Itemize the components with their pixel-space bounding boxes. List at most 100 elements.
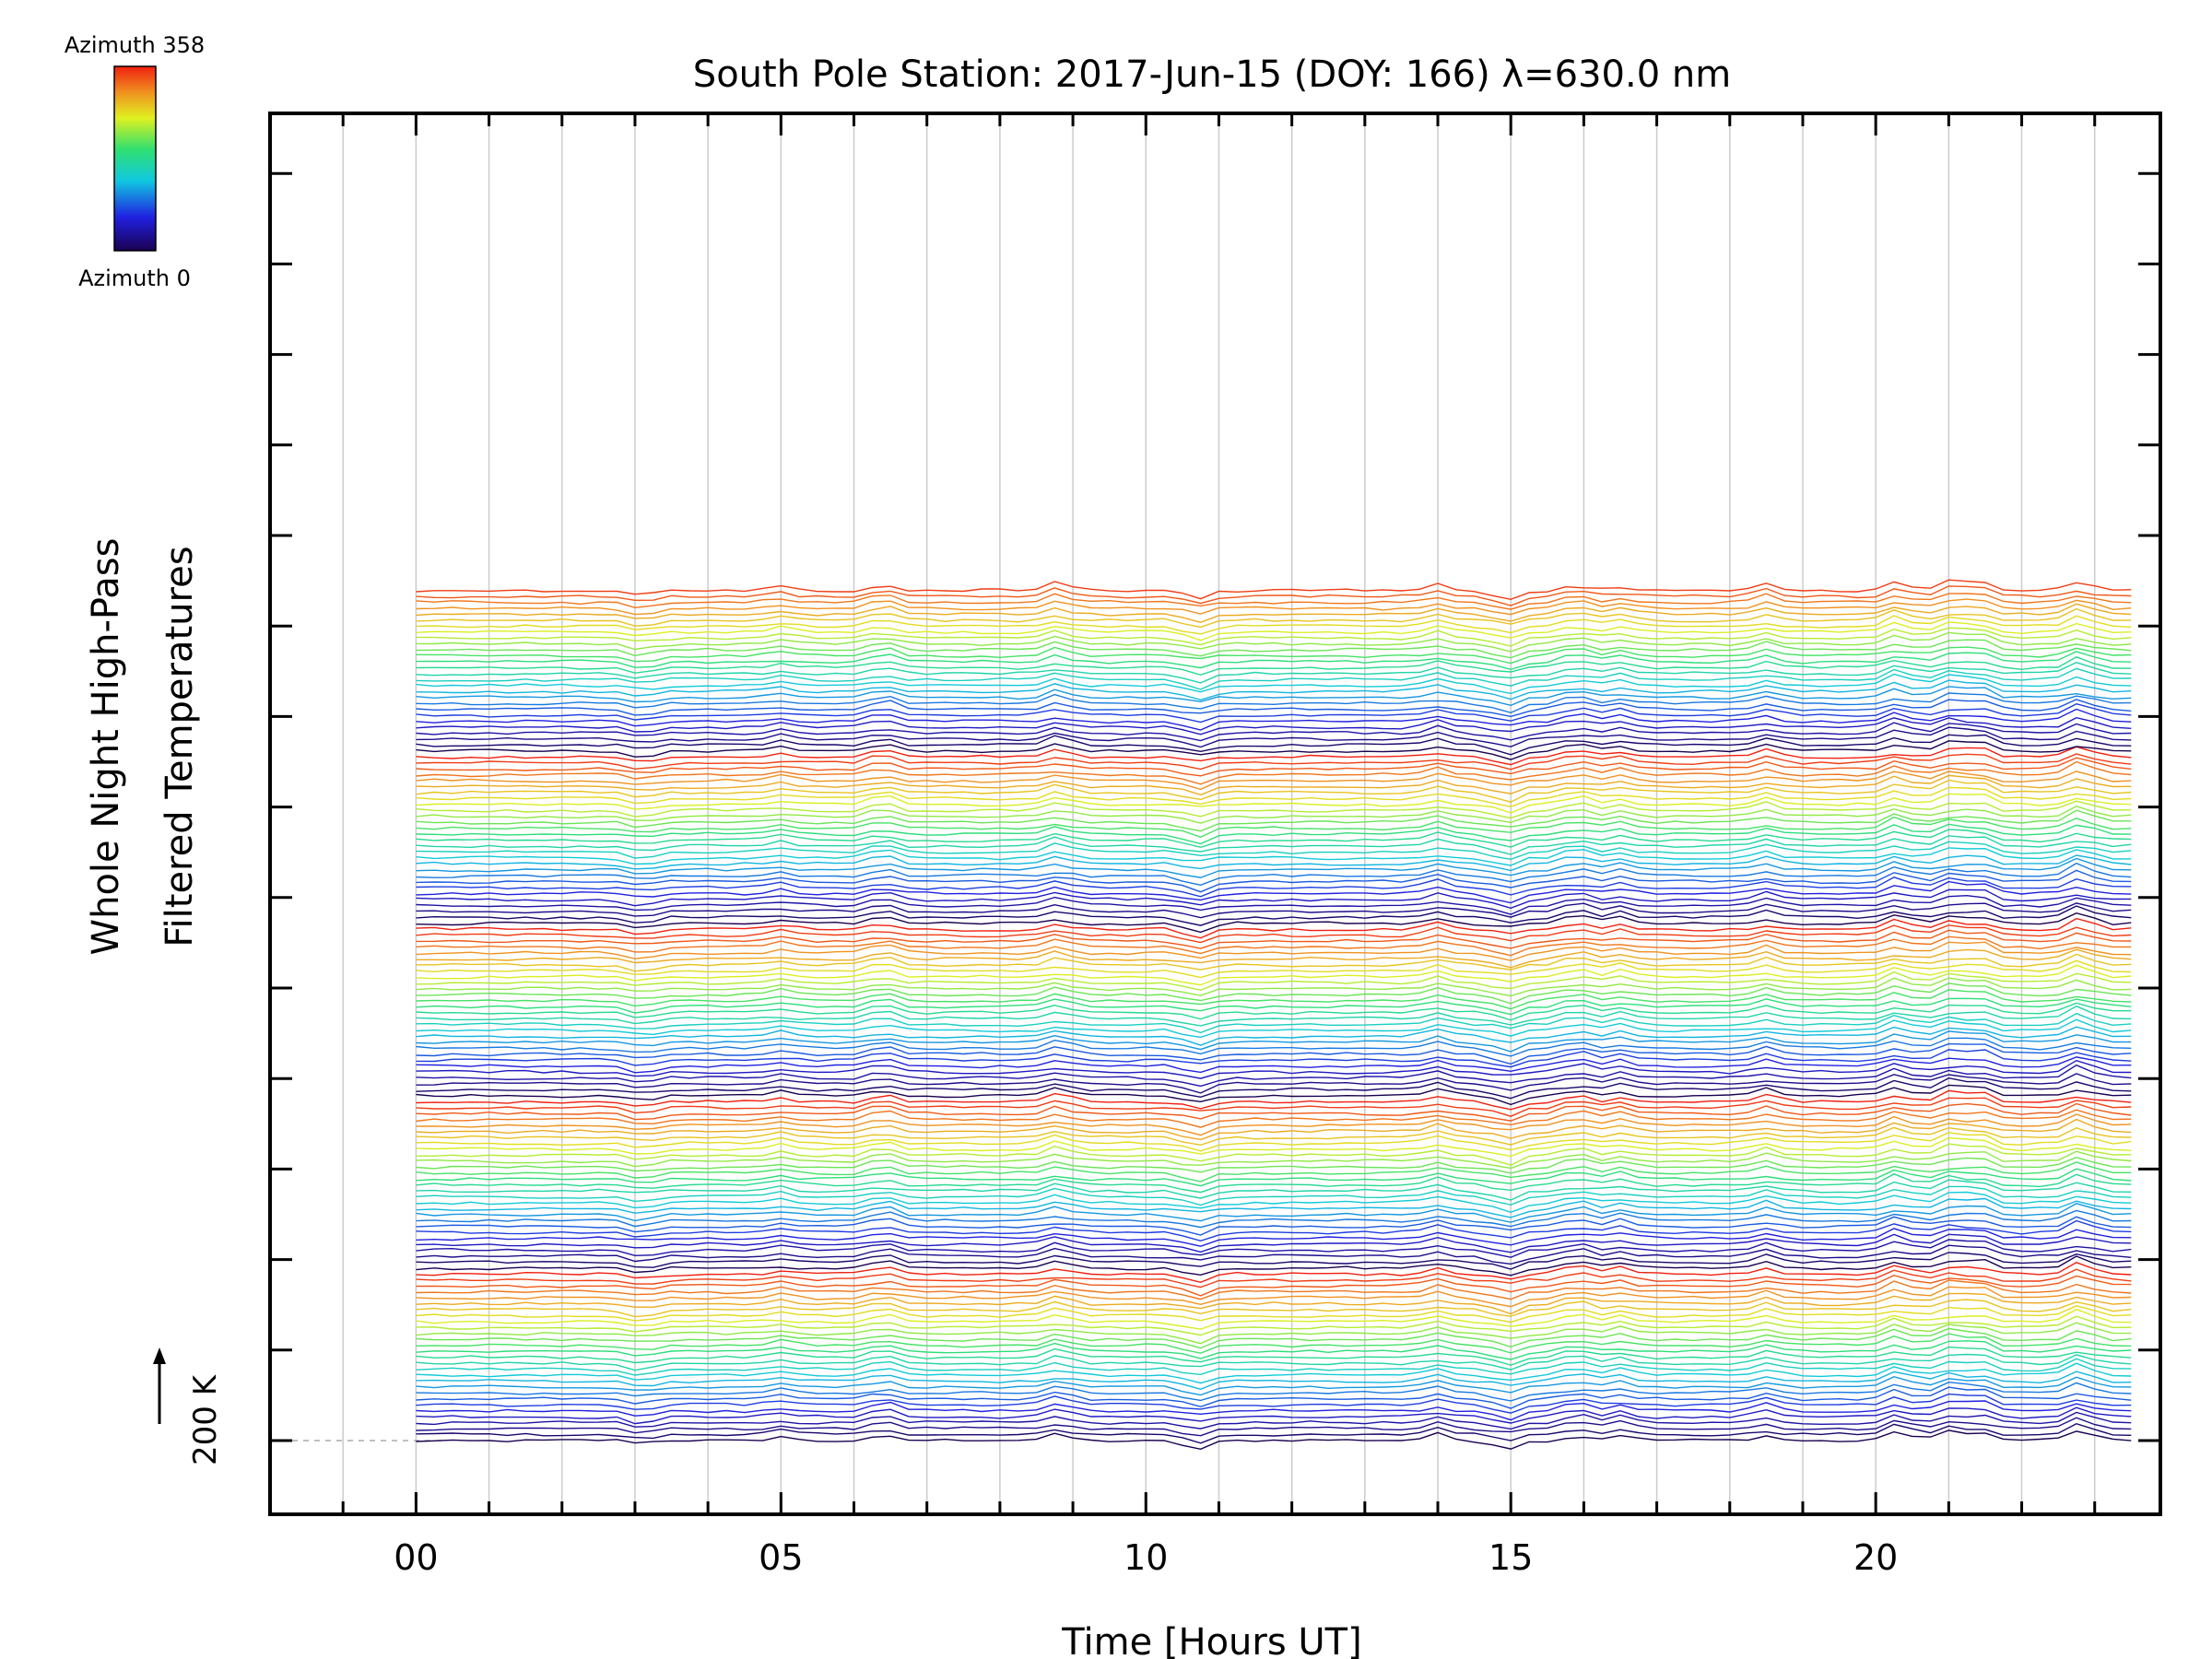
temperature-trace [416,1274,2132,1297]
temperature-trace [416,1346,2132,1366]
temperature-trace [416,627,2132,647]
temperature-trace [416,1216,2132,1236]
x-tick-label: 10 [1124,1537,1168,1578]
temperature-trace [416,716,2132,735]
temperature-trace [416,941,2132,961]
temperature-trace [416,809,2132,832]
temperature-trace [416,1203,2132,1223]
temperature-trace [416,935,2132,957]
temperature-trace [416,829,2132,849]
temperature-trace [416,948,2132,969]
temperature-trace [416,615,2132,635]
temperature-trace [416,726,2132,748]
temperature-trace [416,1333,2132,1354]
temperature-trace [416,929,2132,949]
temperature-trace [416,699,2132,718]
temperature-trace [416,1049,2132,1068]
temperature-trace [416,598,2132,616]
temperature-trace [416,912,2132,934]
temperature-trace [416,924,2132,944]
scale-bar: 200 K [153,1347,224,1465]
temperature-trace [416,869,2132,893]
temperature-trace [416,1406,2132,1425]
temperature-trace [416,1358,2132,1376]
temperature-trace [416,753,2132,771]
temperature-trace [416,857,2132,878]
x-tick-label: 15 [1488,1537,1533,1578]
temperature-trace [416,917,2132,939]
temperature-trace [416,977,2132,997]
temperature-trace [416,959,2132,979]
temperature-trace [416,656,2132,677]
plot-frame [268,112,2162,1516]
temperature-trace [416,639,2132,659]
temperature-trace [416,1386,2132,1409]
temperature-trace [416,823,2132,845]
temperature-trace [416,888,2132,910]
temperature-trace [416,1327,2132,1349]
temperature-trace [416,1026,2132,1046]
temperature-trace [416,679,2132,701]
temperature-trace [416,593,2132,610]
temperature-trace [416,1286,2132,1308]
temperature-trace [416,662,2132,684]
temperature-trace [416,1084,2132,1106]
temperature-trace [416,1422,2132,1444]
temperature-trace [416,1191,2132,1214]
temperature-trace [416,1161,2132,1182]
temperature-trace [416,1322,2132,1345]
temperature-trace [416,786,2132,808]
temperature-trace [416,1005,2132,1027]
temperature-trace [416,854,2132,872]
temperature-trace [416,1381,2132,1402]
scale-bar-arrowhead [153,1347,166,1364]
temperature-trace [416,585,2132,606]
temperature-trace [416,1113,2132,1136]
temperature-trace [416,953,2132,972]
temperature-trace [416,722,2132,742]
temperature-trace [416,1126,2132,1147]
temperature-trace [416,1362,2132,1384]
temperature-trace [416,847,2132,866]
x-tick-label: 00 [394,1537,438,1578]
temperature-trace [416,603,2132,624]
y-axis-label-line-2: Filtered Temperatures [159,546,201,947]
temperature-trace [416,880,2132,904]
temperature-trace [416,905,2132,926]
temperature-trace [416,1136,2132,1158]
temperature-trace [416,1073,2132,1094]
temperature-trace [416,1185,2132,1206]
x-axis-label: Time [Hours UT] [1061,1621,1361,1659]
temperature-trace [416,646,2132,665]
temperature-trace [416,1411,2132,1430]
temperature-trace [416,1315,2132,1336]
y-axis-label: Whole Night High-Pass Filtered Temperatu… [85,538,201,956]
temperature-trace [416,1030,2132,1053]
temperature-trace [416,1417,2132,1437]
temperature-trace [416,1233,2132,1253]
temperature-trace [416,1157,2132,1174]
temperature-trace [416,779,2132,803]
temperature-trace [416,894,2132,915]
temperature-trace [416,1340,2132,1360]
temperature-trace [416,607,2132,629]
colorbar-top-label: Azimuth 358 [65,32,205,58]
temperature-trace [416,1179,2132,1201]
temperature-trace [416,757,2132,777]
temperature-trace [416,1255,2132,1277]
temperature-trace [416,774,2132,796]
temperature-trace [416,877,2132,898]
temperature-trace [416,1132,2132,1152]
temperature-trace [416,971,2132,992]
temperature-trace [416,1143,2132,1166]
temperature-trace [416,997,2132,1016]
temperature-trace [416,1097,2132,1117]
temperature-trace [416,1371,2132,1391]
x-axis: 00 05 10 15 20 [268,113,2097,1578]
temperature-trace [416,1252,2132,1270]
temperature-trace [416,771,2132,791]
temperature-trace [416,686,2132,707]
temperature-trace [416,708,2132,731]
temperature-trace [416,1089,2132,1111]
